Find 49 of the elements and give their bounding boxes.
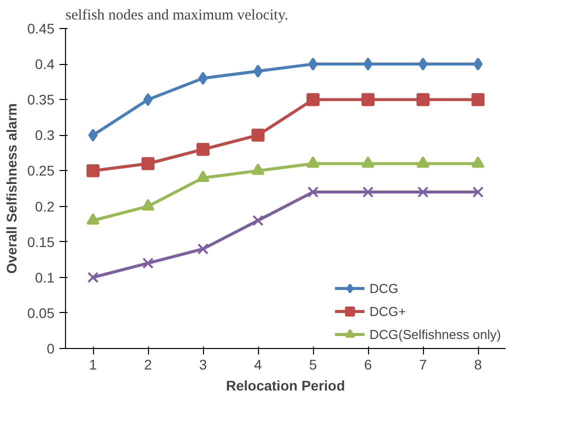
legend-label: DCG+ [370,304,406,318]
y-tick-label: 0.45 [27,20,55,36]
y-tick-label: 0.3 [35,127,55,144]
point [307,186,319,198]
point [252,214,264,226]
x-tick-label: 2 [144,356,152,372]
point [362,186,374,198]
x-tick-label: 7 [419,356,428,372]
point [143,93,153,106]
point [306,93,320,106]
point [418,58,428,71]
point [473,58,483,71]
point [86,164,100,178]
point [88,128,98,142]
x-tick-label: 8 [474,356,482,372]
x-axis-title: Relocation Period [226,378,346,394]
x-tick-label: 3 [199,356,208,372]
x-tick-label: 5 [309,356,318,372]
point [86,213,100,225]
point [417,186,429,198]
y-tick-label: 0.4 [35,56,55,72]
legend-label: DCG(Selfishness only) [370,326,501,342]
y-tick-label: 0 [46,340,55,356]
point [308,58,318,71]
y-tick-label: 0.1 [35,269,55,286]
point [253,64,263,78]
point [472,186,484,198]
y-tick-label: 0.05 [27,304,55,321]
x-tick-label: 6 [364,356,372,372]
x-tick-label: 4 [254,356,262,372]
legend-label: DCG [370,280,398,296]
point [416,93,430,106]
y-tick-label: 0.25 [27,162,55,179]
y-tick-label: 0.15 [27,234,55,250]
point [362,93,374,106]
y-axis-title: Overall Selfishness alarm [3,103,20,274]
point [252,128,264,142]
point [142,157,154,170]
x-tick-label: 1 [89,356,98,372]
point [472,93,484,106]
point [196,142,210,156]
point [198,72,208,85]
point [87,272,99,283]
y-tick-label: 0.2 [35,198,55,214]
point [197,243,209,255]
y-tick-label: 0.35 [27,92,55,108]
chart-title: selfish nodes and maximum velocity. [66,8,288,24]
point [142,258,154,269]
point [363,58,373,71]
